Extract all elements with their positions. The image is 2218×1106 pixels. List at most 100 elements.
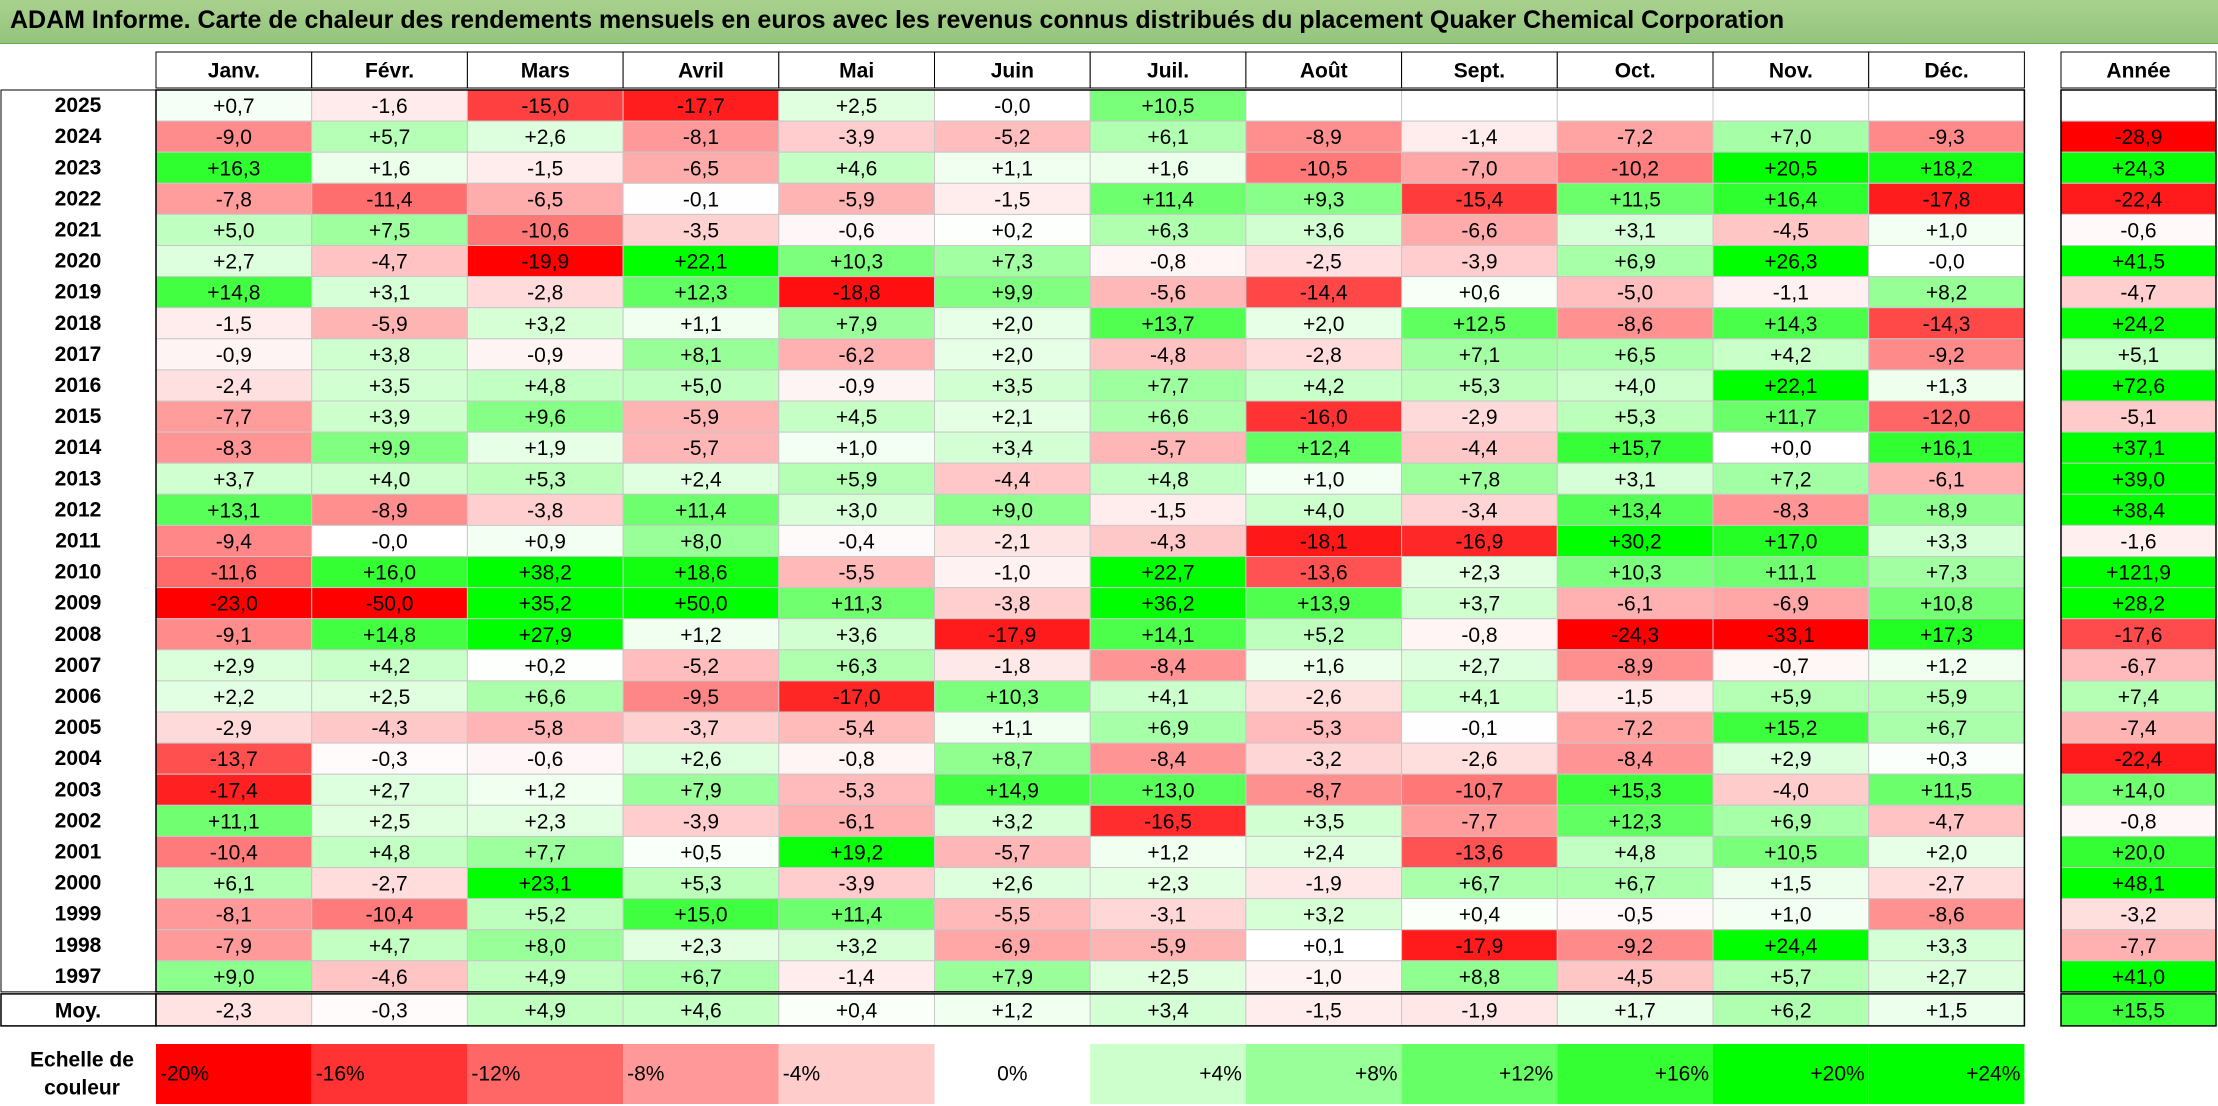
heatmap-cell-value: -5,2: [683, 655, 719, 678]
annual-cell-value: -7,7: [2120, 935, 2156, 958]
heatmap-cell: [1245, 960, 1403, 993]
heatmap-cell-value: +30,2: [1609, 530, 1662, 553]
annual-cell-value: -7,4: [2120, 717, 2157, 740]
heatmap-cell: [622, 804, 780, 837]
heatmap-cell-value: -3,2: [1306, 748, 1342, 771]
heatmap-cell: [466, 338, 624, 371]
heatmap-cell-value: +7,2: [1770, 468, 1811, 491]
heatmap-cell-value: -2,7: [1928, 873, 1964, 896]
average-cell: [622, 993, 780, 1027]
heatmap-cell-value: +13,1: [207, 499, 260, 522]
row-year-label: 2000: [55, 872, 102, 895]
annual-cell-value: -5,1: [2120, 406, 2156, 429]
heatmap-cell: [1401, 369, 1558, 402]
heatmap-cell-value: -3,9: [1461, 251, 1497, 274]
heatmap-cell: [1556, 524, 1714, 558]
heatmap-cell-value: -13,7: [210, 748, 258, 771]
heatmap-cell-value: +4,0: [1614, 375, 1655, 398]
average-cell: [1712, 993, 1870, 1027]
heatmap-cell: [466, 400, 624, 433]
heatmap-cell: [1089, 556, 1247, 589]
heatmap-cell: [311, 182, 468, 215]
heatmap-cell-value: +3,3: [1926, 935, 1967, 958]
heatmap-cell-value: -24,3: [1611, 624, 1659, 647]
heatmap-cell: [778, 213, 935, 246]
heatmap-cell: [1089, 742, 1247, 775]
heatmap-cell-value: -0,1: [683, 188, 719, 211]
heatmap-cell-value: +1,6: [369, 157, 410, 180]
heatmap-cell: [311, 307, 468, 340]
average-cell: [934, 993, 1091, 1027]
heatmap-cell: [1089, 960, 1247, 993]
annual-cell: [2060, 493, 2217, 526]
heatmap-cell-value: +2,6: [525, 126, 566, 149]
heatmap-cell: [778, 245, 935, 278]
average-cell-value: +6,2: [1770, 999, 1811, 1022]
heatmap-cell-value: +3,5: [1303, 810, 1344, 833]
heatmap-cell-value: -3,9: [839, 873, 875, 896]
heatmap-cell: [1401, 493, 1558, 526]
column-header-cell: [1245, 51, 1403, 89]
average-cell: [1401, 993, 1558, 1027]
row-year-label: 2017: [55, 343, 102, 366]
heatmap-cell: [1401, 742, 1558, 775]
heatmap-cell-value: -5,5: [839, 562, 875, 585]
heatmap-cell: [155, 649, 313, 682]
heatmap-cell-value: +0,3: [1926, 748, 1967, 771]
heatmap-cell-value: +6,9: [1770, 810, 1811, 833]
heatmap-cell: [1245, 369, 1403, 402]
heatmap-cell: [1712, 773, 1870, 806]
heatmap-cell-value: -7,2: [1617, 126, 1653, 149]
heatmap-cell-value: -5,8: [527, 717, 563, 740]
heatmap-cell: [778, 587, 935, 620]
heatmap-cell: [311, 462, 468, 495]
heatmap-cell-value: +7,9: [992, 966, 1033, 989]
color-scale-step-label: +16%: [1655, 1063, 1709, 1086]
heatmap-cell: [1089, 182, 1247, 215]
heatmap-cell-value: +9,9: [369, 437, 410, 460]
heatmap-cell-value: +22,7: [1141, 562, 1194, 585]
heatmap-cell-value: +12,3: [674, 282, 727, 305]
column-header-cell: [934, 51, 1091, 89]
heatmap-cell-value: -5,3: [839, 779, 875, 802]
heatmap-cell-value: +2,4: [680, 468, 722, 491]
color-scale-swatch: [1245, 1044, 1402, 1104]
heatmap-cell: [1245, 804, 1403, 837]
heatmap-cell: [934, 245, 1091, 278]
heatmap-cell: [466, 711, 624, 744]
annual-cell-value: +121,9: [2106, 562, 2171, 585]
heatmap-cell-value: -0,5: [1617, 904, 1653, 927]
annual-cell: [2060, 898, 2217, 931]
heatmap-cell-value: -0,0: [371, 530, 407, 553]
heatmap-cell-value: +10,5: [1764, 841, 1817, 864]
heatmap-cell-value: -14,4: [1300, 282, 1348, 305]
heatmap-cell-value: -2,9: [1461, 406, 1497, 429]
heatmap-cell: [1089, 89, 1247, 122]
heatmap-cell-value: -3,9: [683, 810, 719, 833]
heatmap-cell: [622, 960, 780, 993]
heatmap-cell: [622, 493, 780, 526]
annual-cell-value: -6,7: [2120, 655, 2156, 678]
heatmap-cell-value: +3,1: [1614, 468, 1655, 491]
heatmap-cell-value: +12,4: [1297, 437, 1350, 460]
annual-cell: [2060, 680, 2217, 713]
heatmap-cell-value: -2,6: [1306, 686, 1342, 709]
row-year-label: 2013: [55, 467, 102, 490]
column-header-sept: Sept.: [1454, 60, 1505, 83]
heatmap-cell-value: +4,8: [525, 375, 566, 398]
heatmap-cell-value: -0,0: [1928, 251, 1964, 274]
heatmap-cell: [466, 867, 624, 900]
heatmap-cell: [1245, 711, 1403, 744]
heatmap-cell-value: +13,4: [1609, 499, 1662, 522]
heatmap-cell-value: +2,7: [1926, 966, 1967, 989]
heatmap-cell: [1245, 245, 1403, 278]
heatmap-cell-value: +50,0: [674, 593, 727, 616]
heatmap-cell: [622, 338, 780, 371]
heatmap-cell-value: -7,7: [1461, 810, 1497, 833]
heatmap-cell-value: +1,6: [1303, 655, 1344, 678]
row-year-label: 2011: [55, 529, 101, 552]
heatmap-cell-value: -8,1: [216, 904, 252, 927]
heatmap-cell-value: +2,3: [1147, 873, 1188, 896]
row-year-label: 1999: [55, 903, 102, 926]
heatmap-cell: [778, 556, 935, 589]
